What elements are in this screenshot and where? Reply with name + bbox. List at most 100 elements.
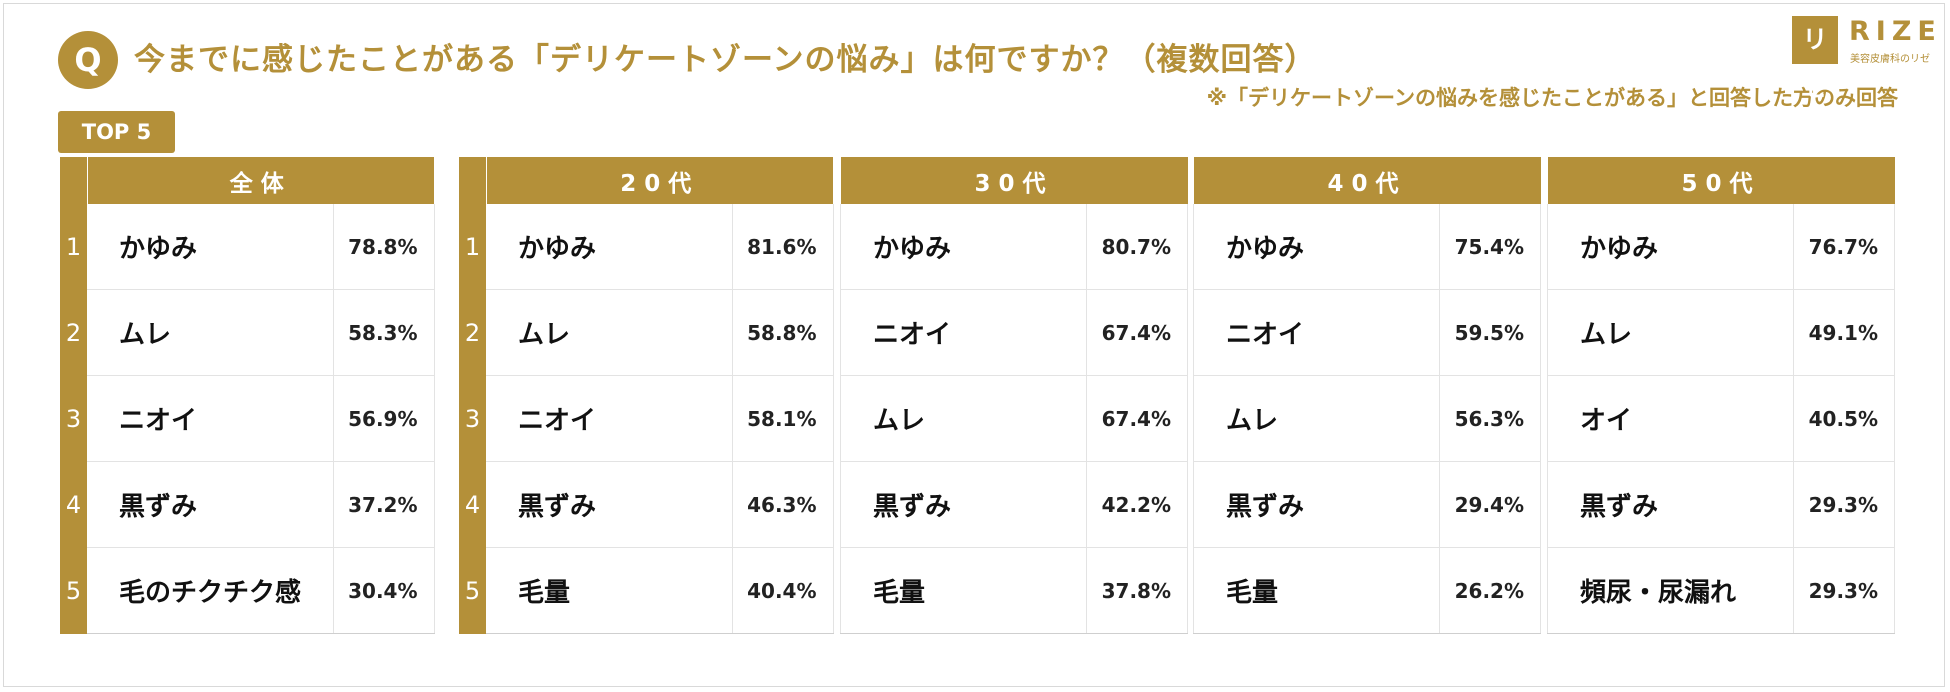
item-label: 黒ずみ [87,461,334,548]
item-percentage: 56.9% [333,375,435,462]
rank-number: 3 [60,375,87,462]
item-label: かゆみ [1547,204,1794,290]
table-row: 黒ずみ 42.2% [840,461,1188,548]
item-label: オイ [1547,375,1794,462]
item-percentage: 26.2% [1439,547,1541,634]
logo-wordmark: RIZE [1849,16,1942,47]
logo-mark: リゼ [1792,16,1838,102]
item-percentage: 46.3% [732,461,834,548]
rank-number: 4 [459,461,486,548]
table-row: 1 かゆみ 81.6% [459,204,834,290]
item-label: 黒ずみ [840,461,1087,548]
group-header: 30代 [840,157,1188,204]
table-row: ムレ 56.3% [1193,375,1541,462]
group-header: 40代 [1193,157,1541,204]
item-percentage: 29.4% [1439,461,1541,548]
item-percentage: 67.4% [1086,289,1188,376]
table-row: ムレ 67.4% [840,375,1188,462]
group-header: 全体 [86,157,434,204]
item-label: 黒ずみ [486,461,733,548]
item-percentage: 58.3% [333,289,435,376]
rank-header [60,157,87,204]
table-row: かゆみ 80.7% [840,204,1188,290]
rank-number: 2 [60,289,87,376]
ranking-table-4: 50代 かゆみ 76.7% ムレ 49.1% オイ 40.5% 黒ずみ 29.3% 頻尿・尿漏れ 2… [1547,157,1895,634]
rank-number: 4 [60,461,87,548]
item-percentage: 37.8% [1086,547,1188,634]
table-row: 2 ムレ 58.3% [60,289,435,376]
item-label: 黒ずみ [1547,461,1794,548]
item-label: かゆみ [840,204,1087,290]
item-percentage: 75.4% [1439,204,1541,290]
item-label: 毛のチクチク感 [87,547,334,634]
item-percentage: 58.1% [732,375,834,462]
item-percentage: 37.2% [333,461,435,548]
item-label: ムレ [1193,375,1440,462]
item-label: 毛量 [1193,547,1440,634]
rank-number: 1 [60,204,87,290]
table-row: ニオイ 59.5% [1193,289,1541,376]
table-row: 頻尿・尿漏れ 29.3% [1547,547,1895,634]
table-row: 毛量 37.8% [840,547,1188,634]
question-title: 今までに感じたことがある「デリケートゾーンの悩み」は何ですか？（複数回答） [134,42,1317,78]
item-percentage: 29.3% [1793,547,1895,634]
respondent-note: ※「デリケートゾーンの悩みを感じたことがある」と回答した方のみ回答 [1206,86,1898,110]
rank-header [459,157,486,204]
table-row: 5 毛のチクチク感 30.4% [60,547,435,634]
item-label: ムレ [486,289,733,376]
group-header: 50代 [1547,157,1895,204]
top5-badge: TOP 5 [58,111,175,153]
item-label: ニオイ [87,375,334,462]
brand-logo: リゼ RIZE 美容皮膚科のリゼ [1792,16,1937,102]
item-percentage: 40.5% [1793,375,1895,462]
item-percentage: 67.4% [1086,375,1188,462]
item-label: 黒ずみ [1193,461,1440,548]
table-row: 黒ずみ 29.3% [1547,461,1895,548]
item-label: かゆみ [87,204,334,290]
table-row: かゆみ 75.4% [1193,204,1541,290]
rank-number: 5 [60,547,87,634]
ranking-table-0: 全体 1 かゆみ 78.8% 2 ムレ 58.3% 3 ニオイ 56.9% 4 黒ずみ 37.2% 5 毛の… [60,157,435,634]
item-label: ニオイ [1193,289,1440,376]
table-row: ムレ 49.1% [1547,289,1895,376]
item-percentage: 56.3% [1439,375,1541,462]
item-percentage: 49.1% [1793,289,1895,376]
item-percentage: 58.8% [732,289,834,376]
table-row: 5 毛量 40.4% [459,547,834,634]
item-label: ムレ [840,375,1087,462]
table-row: 2 ムレ 58.8% [459,289,834,376]
item-percentage: 29.3% [1793,461,1895,548]
table-row: 黒ずみ 29.4% [1193,461,1541,548]
rank-number: 3 [459,375,486,462]
table-row: オイ 40.5% [1547,375,1895,462]
ranking-table-3: 40代 かゆみ 75.4% ニオイ 59.5% ムレ 56.3% 黒ずみ 29.4% 毛量 26.2… [1193,157,1541,634]
item-label: ムレ [87,289,334,376]
item-label: ニオイ [486,375,733,462]
table-row: ニオイ 67.4% [840,289,1188,376]
item-label: かゆみ [1193,204,1440,290]
slide-frame [3,3,1945,687]
table-row: 1 かゆみ 78.8% [60,204,435,290]
item-percentage: 42.2% [1086,461,1188,548]
ranking-table-1: 20代 1 かゆみ 81.6% 2 ムレ 58.8% 3 ニオイ 58.1% 4 黒ずみ 46.3% 5 毛… [459,157,834,634]
question-badge: Q [58,31,118,89]
logo-subtitle: 美容皮膚科のリゼ [1850,54,1930,65]
item-percentage: 59.5% [1439,289,1541,376]
table-row: 3 ニオイ 58.1% [459,375,834,462]
item-label: 頻尿・尿漏れ [1547,547,1794,634]
table-row: 3 ニオイ 56.9% [60,375,435,462]
table-row: 4 黒ずみ 46.3% [459,461,834,548]
item-percentage: 81.6% [732,204,834,290]
ranking-table-2: 30代 かゆみ 80.7% ニオイ 67.4% ムレ 67.4% 黒ずみ 42.2% 毛量 37.8… [840,157,1188,634]
table-row: 毛量 26.2% [1193,547,1541,634]
table-row: 4 黒ずみ 37.2% [60,461,435,548]
item-label: 毛量 [486,547,733,634]
item-percentage: 76.7% [1793,204,1895,290]
rank-number: 2 [459,289,486,376]
item-percentage: 80.7% [1086,204,1188,290]
rank-number: 5 [459,547,486,634]
item-percentage: 30.4% [333,547,435,634]
item-label: ニオイ [840,289,1087,376]
item-label: 毛量 [840,547,1087,634]
item-percentage: 78.8% [333,204,435,290]
